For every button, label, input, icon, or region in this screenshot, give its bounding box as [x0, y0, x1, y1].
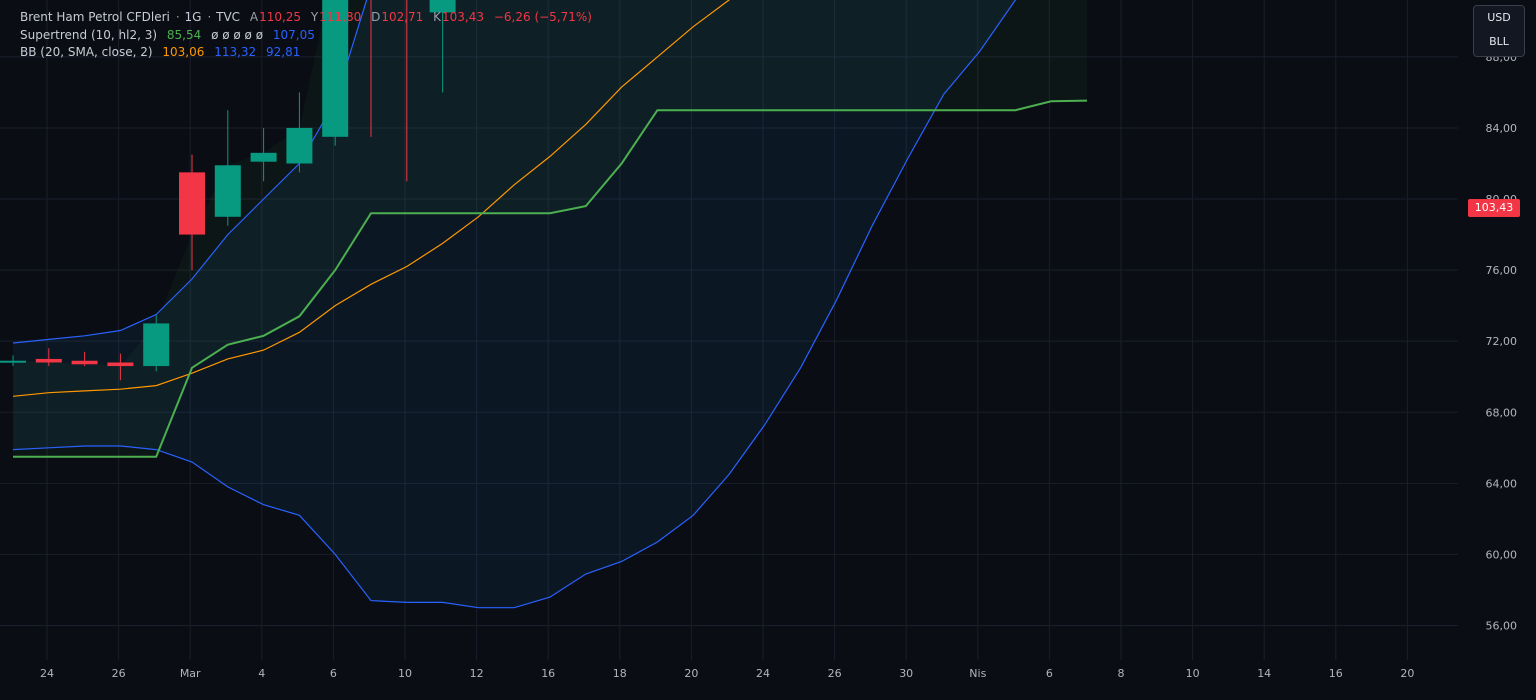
x-tick-label: 18 — [613, 667, 627, 680]
x-tick-label: 16 — [541, 667, 555, 680]
bb-lower-line — [12, 0, 1017, 609]
legend-row-supertrend[interactable]: Supertrend (10, hl2, 3) 85,54 ø ø ø ø ø … — [20, 27, 598, 45]
candle-body — [0, 360, 26, 363]
legend-row-bb[interactable]: BB (20, SMA, close, 2) 103,06 113,32 92,… — [20, 44, 598, 62]
y-tick-label: 72,00 — [1486, 335, 1518, 348]
x-tick-label: 14 — [1257, 667, 1271, 680]
bb-upper-line — [12, 0, 368, 344]
bb-basis-line — [12, 0, 731, 397]
grid-lines — [0, 0, 1458, 660]
candle-body — [250, 152, 277, 162]
last-price-label: 103,43 — [1468, 199, 1520, 217]
legend-close-label: K — [433, 10, 442, 24]
supertrend-empty-values: ø ø ø ø ø — [211, 27, 264, 42]
legend-open-value: 110,25 — [259, 10, 302, 24]
legend-change: −6,26 (−5,71%) — [493, 10, 592, 24]
y-tick-label: 84,00 — [1486, 122, 1518, 135]
x-tick-label: 8 — [1118, 667, 1125, 680]
x-tick-label: 4 — [258, 667, 265, 680]
y-tick-label: 64,00 — [1486, 477, 1518, 490]
bb-upper-value: 113,32 — [214, 45, 257, 59]
candle-body — [286, 127, 313, 164]
candle-body — [179, 172, 205, 235]
chart-legend: Brent Ham Petrol CFDleri · 1G · TVC A110,2… — [20, 9, 598, 62]
bb-label: BB (20, SMA, close, 2) — [20, 45, 153, 59]
x-tick-label: 26 — [112, 667, 126, 680]
legend-high-value: 111,80 — [319, 10, 362, 24]
bb-basis-value: 103,06 — [162, 45, 205, 59]
time-axis[interactable]: 24 26 Mar 4 6 10 12 16 18 20 24 26 30 Nis 6 8 10 14 16 20 — [40, 667, 1414, 680]
bb-lower-value: 92,81 — [266, 45, 301, 59]
legend-source: TVC — [216, 10, 241, 24]
x-tick-label: Mar — [180, 667, 201, 680]
x-tick-label: 6 — [330, 667, 337, 680]
candle-body — [322, 0, 349, 137]
legend-row-symbol: Brent Ham Petrol CFDleri · 1G · TVC A110,2… — [20, 10, 592, 24]
y-tick-label: 76,00 — [1486, 264, 1518, 277]
legend-high-label: Y — [310, 10, 319, 24]
legend-open-label: A — [249, 10, 259, 24]
x-tick-label: 26 — [828, 667, 842, 680]
x-tick-label: 20 — [1400, 667, 1414, 680]
candle-body — [429, 0, 456, 13]
bollinger-bands — [12, 0, 1088, 609]
legend-low-value: 102,71 — [381, 10, 424, 24]
legend-interval: 1G — [184, 10, 202, 24]
supertrend-fill — [13, 0, 1087, 457]
candle-body — [143, 323, 170, 367]
supertrend-line — [13, 99, 1088, 458]
candle-body — [35, 358, 62, 363]
candle-body — [71, 360, 98, 365]
x-tick-label: 10 — [398, 667, 412, 680]
currency-unit-selector[interactable]: USD BLL — [1473, 5, 1525, 57]
candle-body — [107, 362, 134, 367]
unit-bll[interactable]: BLL — [1489, 35, 1509, 48]
legend-close-value: 103,43 — [442, 10, 485, 24]
x-tick-label: 20 — [684, 667, 698, 680]
x-tick-label: Nis — [969, 667, 986, 680]
y-tick-label: 56,00 — [1486, 620, 1518, 633]
candle-body — [214, 165, 241, 217]
x-tick-label: 24 — [756, 667, 770, 680]
y-tick-label: 60,00 — [1486, 548, 1518, 561]
x-tick-label: 24 — [40, 667, 54, 680]
legend-low-label: D — [371, 10, 381, 24]
supertrend-value: 85,54 — [166, 27, 202, 42]
x-tick-label: 6 — [1046, 667, 1053, 680]
x-tick-label: 10 — [1186, 667, 1200, 680]
x-tick-label: 12 — [470, 667, 484, 680]
legend-symbol[interactable]: Brent Ham Petrol CFDleri — [20, 10, 170, 24]
x-tick-label: 16 — [1329, 667, 1343, 680]
y-tick-label: 68,00 — [1486, 406, 1518, 419]
supertrend-value-2: 107,05 — [272, 27, 315, 42]
supertrend-label: Supertrend (10, hl2, 3) — [20, 27, 158, 42]
x-tick-label: 30 — [899, 667, 913, 680]
bb-band-fill — [13, 0, 1016, 608]
candles — [0, 0, 456, 381]
currency-usd[interactable]: USD — [1487, 11, 1511, 24]
